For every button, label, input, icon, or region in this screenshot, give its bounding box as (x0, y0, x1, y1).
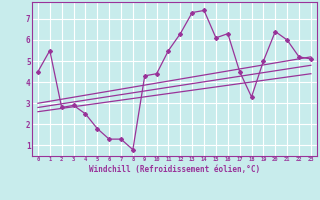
X-axis label: Windchill (Refroidissement éolien,°C): Windchill (Refroidissement éolien,°C) (89, 165, 260, 174)
